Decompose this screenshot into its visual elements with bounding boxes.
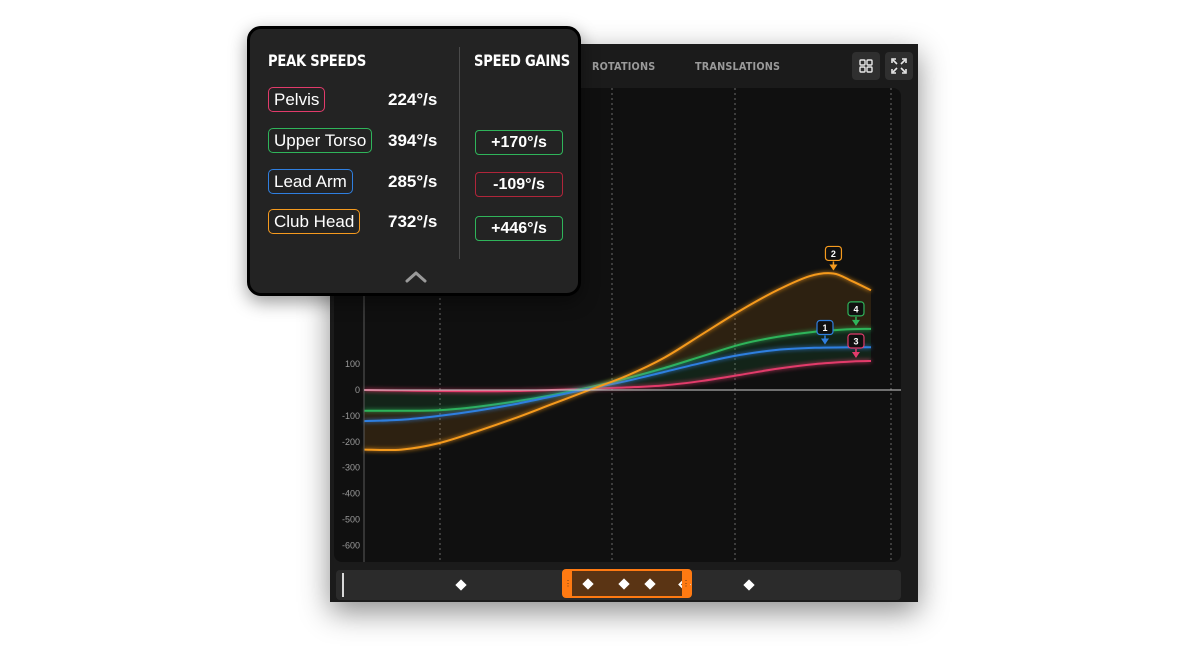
y-tick-label: -300 bbox=[342, 463, 360, 473]
speed-chart-svg: P2P4P6P71000-100-200-300-400-500-600 241… bbox=[342, 88, 901, 562]
y-tick-label: -200 bbox=[342, 437, 360, 447]
tab-bar: ROTATIONS TRANSLATIONS bbox=[330, 44, 918, 90]
peak-speeds-title: PEAK SPEEDS bbox=[268, 51, 367, 70]
svg-text:1: 1 bbox=[822, 323, 827, 333]
series-line-lead-arm bbox=[363, 346, 872, 423]
chevron-up-icon bbox=[405, 271, 427, 283]
timeline-marker[interactable] bbox=[644, 578, 656, 590]
svg-text:2: 2 bbox=[831, 249, 836, 259]
peak-marker[interactable]: 3 bbox=[847, 333, 865, 358]
svg-text:3: 3 bbox=[853, 336, 858, 346]
y-tick-label: -400 bbox=[342, 489, 360, 499]
timeline-marker[interactable] bbox=[743, 579, 755, 591]
timeline-marker[interactable] bbox=[582, 578, 594, 590]
grid-view-button[interactable] bbox=[852, 52, 880, 80]
series-band bbox=[364, 328, 871, 411]
grid-icon bbox=[859, 59, 873, 73]
peak-marker[interactable]: 4 bbox=[847, 301, 865, 326]
segment-chip-upper-torso: Upper Torso bbox=[268, 128, 373, 153]
y-tick-label: -600 bbox=[342, 540, 360, 550]
y-tick-label: 100 bbox=[345, 359, 360, 369]
peak-speeds-panel: PEAK SPEEDS SPEED GAINS Pelvis 224°/s Up… bbox=[247, 26, 581, 296]
timeline-scrubber[interactable]: ⋮ ⋮ bbox=[336, 569, 901, 600]
peak-marker[interactable]: 2 bbox=[824, 245, 843, 271]
peak-marker[interactable]: 1 bbox=[816, 319, 834, 345]
timeline-playhead[interactable] bbox=[342, 573, 344, 597]
gain-chip-upper-torso: +170°/s bbox=[475, 130, 563, 155]
fullscreen-icon bbox=[891, 58, 907, 74]
segment-value-pelvis: 224°/s bbox=[388, 90, 438, 109]
gain-chip-club-head: +446°/s bbox=[475, 216, 563, 241]
series-line-club-head bbox=[363, 272, 872, 452]
tab-rotations[interactable]: ROTATIONS bbox=[592, 60, 656, 73]
y-tick-label: -500 bbox=[342, 515, 360, 525]
selection-end-handle[interactable]: ⋮ bbox=[682, 571, 690, 596]
svg-text:4: 4 bbox=[853, 304, 858, 314]
timeline-selection[interactable]: ⋮ ⋮ bbox=[562, 569, 692, 598]
collapse-panel-button[interactable] bbox=[402, 267, 430, 287]
tab-translations[interactable]: TRANSLATIONS bbox=[695, 60, 781, 73]
analysis-window: ROTATIONS TRANSLATIONS bbox=[330, 44, 918, 602]
panel-divider bbox=[459, 47, 460, 259]
gain-chip-lead-arm: -109°/s bbox=[475, 172, 563, 197]
speed-gains-title: SPEED GAINS bbox=[474, 51, 570, 70]
segment-chip-club-head: Club Head bbox=[268, 209, 361, 234]
timeline-marker[interactable] bbox=[455, 579, 467, 591]
segment-value-upper-torso: 394°/s bbox=[388, 131, 438, 150]
segment-value-lead-arm: 285°/s bbox=[388, 172, 438, 191]
fullscreen-button[interactable] bbox=[885, 52, 913, 80]
series-line-upper-torso bbox=[363, 327, 872, 412]
y-tick-label: -100 bbox=[342, 411, 360, 421]
segment-value-club-head: 732°/s bbox=[388, 212, 438, 231]
selection-start-handle[interactable]: ⋮ bbox=[564, 571, 572, 596]
y-tick-label: 0 bbox=[355, 385, 360, 395]
timeline-marker[interactable] bbox=[618, 578, 630, 590]
segment-chip-pelvis: Pelvis bbox=[268, 87, 326, 112]
segment-chip-lead-arm: Lead Arm bbox=[268, 169, 353, 194]
series-line-pelvis bbox=[363, 359, 872, 393]
